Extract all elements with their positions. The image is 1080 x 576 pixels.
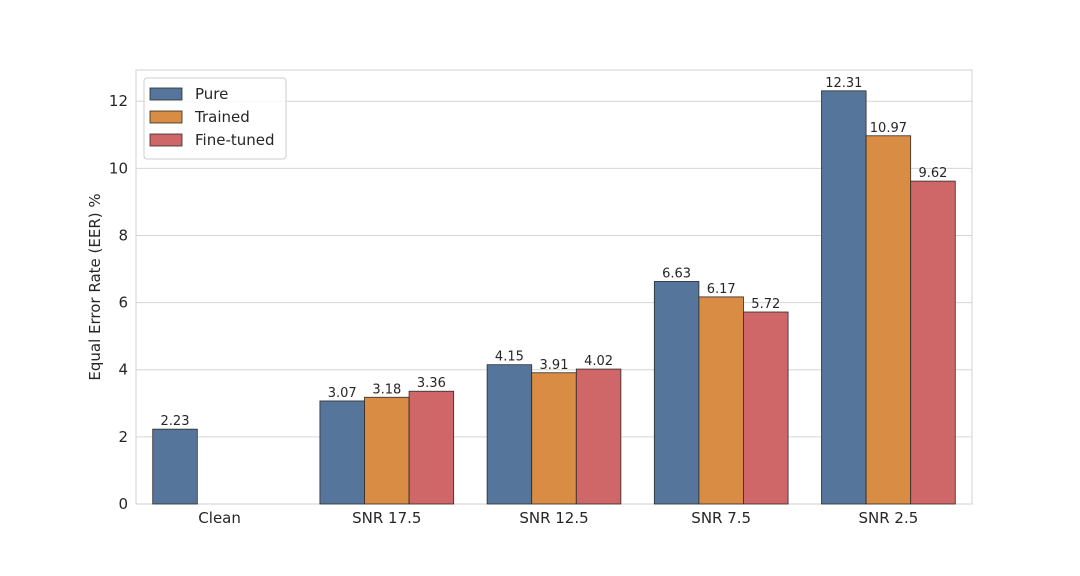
x-tick-label-4: SNR 2.5 <box>859 509 919 527</box>
legend-swatch-2 <box>149 133 183 147</box>
y-tick-labels: 0 2 4 6 8 10 12 <box>109 92 128 513</box>
y-tick-label-5: 10 <box>109 159 128 177</box>
bar-fine-tuned-3 <box>743 311 789 505</box>
data-label-0-2: 4.15 <box>495 350 524 365</box>
x-tick-labels: Clean SNR 17.5 SNR 12.5 SNR 7.5 SNR 2.5 <box>198 509 918 527</box>
bar-trained-2 <box>531 372 577 505</box>
x-tick-label-2: SNR 12.5 <box>519 509 588 527</box>
data-label-1-3: 6.17 <box>707 282 736 297</box>
data-label-2-4: 9.62 <box>919 166 948 181</box>
y-tick-label-6: 12 <box>109 92 128 110</box>
bar-fine-tuned-1 <box>408 390 455 505</box>
data-label-1-2: 3.91 <box>540 358 569 373</box>
y-tick-label-0: 0 <box>118 495 128 513</box>
data-label-0-0: 2.23 <box>161 414 190 429</box>
x-tick-label-3: SNR 7.5 <box>691 509 751 527</box>
bar-trained-4 <box>865 135 912 505</box>
legend-swatch-1 <box>149 110 183 124</box>
legend-swatch-0 <box>149 87 183 101</box>
data-label-0-1: 3.07 <box>328 386 357 401</box>
data-label-2-2: 4.02 <box>584 354 613 369</box>
bar-pure-0 <box>152 428 198 505</box>
x-tick-label-0: Clean <box>198 509 241 527</box>
bar-trained-1 <box>364 396 410 505</box>
data-label-0-3: 6.63 <box>662 266 691 281</box>
bar-pure-2 <box>486 364 533 505</box>
y-tick-label-4: 8 <box>118 226 128 244</box>
data-label-0-4: 12.31 <box>825 76 862 91</box>
legend: Pure Trained Fine-tuned <box>143 77 287 160</box>
bar-fine-tuned-2 <box>575 368 622 505</box>
y-axis-label: Equal Error Rate (EER) % <box>86 193 104 380</box>
data-labels: 2.23 3.07 3.18 3.36 4.15 3.91 4.02 6.63 6.17 5.72… <box>161 76 948 429</box>
bar-pure-4 <box>821 90 867 505</box>
data-label-1-1: 3.18 <box>372 382 401 397</box>
data-label-2-3: 5.72 <box>751 297 780 312</box>
y-tick-label-1: 2 <box>118 428 128 446</box>
data-label-2-1: 3.36 <box>417 376 446 391</box>
legend-label-1: Trained <box>194 108 250 126</box>
legend-label-2: Fine-tuned <box>195 131 275 149</box>
data-label-1-4: 10.97 <box>870 121 907 136</box>
bar-pure-1 <box>319 400 365 505</box>
legend-label-0: Pure <box>195 85 228 103</box>
x-tick-label-1: SNR 17.5 <box>352 509 421 527</box>
bar-pure-3 <box>653 281 700 505</box>
y-tick-label-3: 6 <box>118 294 128 312</box>
bars <box>152 90 956 505</box>
y-tick-label-2: 4 <box>118 361 128 379</box>
bar-fine-tuned-4 <box>910 180 956 505</box>
bar-trained-3 <box>698 296 744 505</box>
